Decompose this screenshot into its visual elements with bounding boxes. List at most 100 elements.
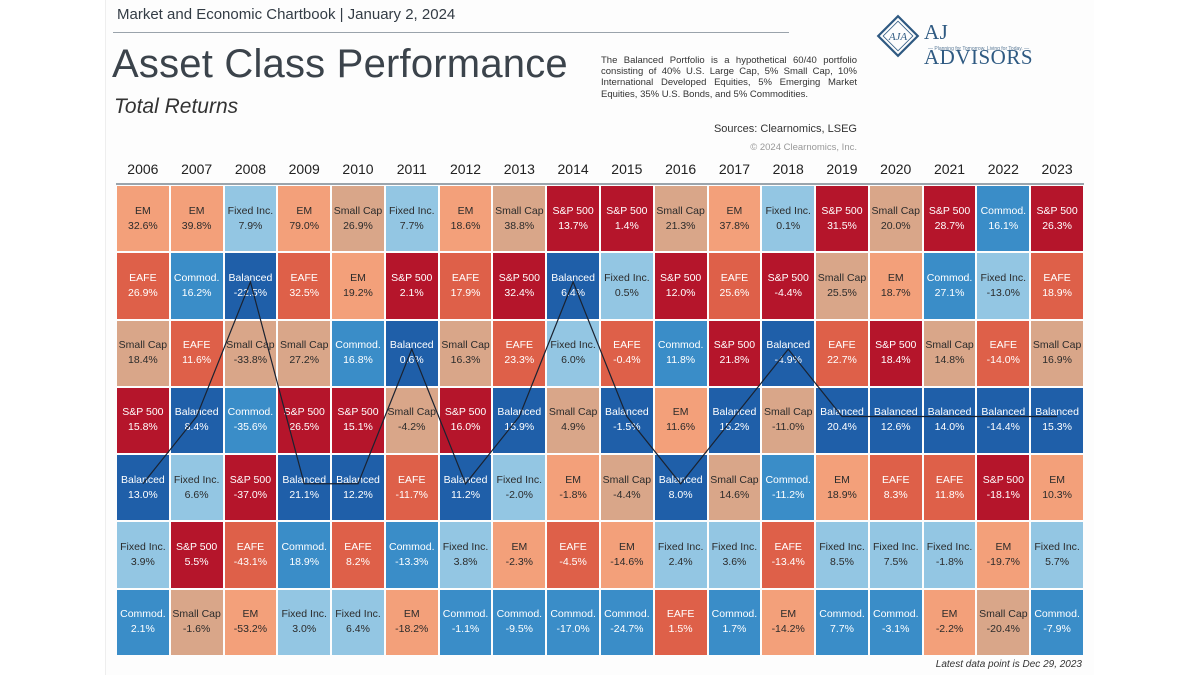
logo-monogram: AJA [888,31,908,43]
cell-return-value: 15.2% [719,421,750,434]
cell-asset-label: Balanced [981,406,1026,419]
cell-s-p-500-2022: S&P 500 -18.1% [977,455,1030,521]
cell-return-value: 16.8% [343,354,373,367]
cell-asset-label: Small Cap [656,204,705,217]
cell-asset-label: EAFE [666,608,695,621]
cell-asset-label: Small Cap [333,204,383,217]
cell-return-value: -1.8% [935,556,964,569]
cell-return-value: 1.5% [668,623,693,636]
cell-return-value: -43.1% [233,556,268,569]
cell-return-value: 16.0% [450,421,481,434]
cell-s-p-500-2010: S&P 500 15.1% [332,387,384,454]
year-header-row: 2006 2007 2008 2009 2010 2011 2012 2013 2014 2015… [116,161,1084,179]
cell-return-value: 1.4% [614,219,639,232]
cell-return-value: 8.4% [184,421,209,434]
cell-asset-label: Small Cap [548,406,598,419]
cell-return-value: -19.7% [986,556,1020,569]
cell-small-cap-2008: Small Cap -33.8% [224,320,277,386]
cell-return-value: 15.3% [1042,421,1072,434]
cell-asset-label: Small Cap [871,204,920,217]
cell-return-value: 26.5% [289,421,320,434]
cell-eafe-2009: EAFE 32.5% [278,253,331,319]
cell-commod-2021: Commod. 27.1% [923,253,976,319]
cell-asset-label: S&P 500 [498,271,540,284]
cell-s-p-500-2015: S&P 500 1.4% [601,186,653,252]
cell-asset-label: Balanced [443,473,488,486]
cell-return-value: -1.5% [613,421,641,434]
cell-asset-label: EAFE [398,473,426,486]
cell-asset-label: Balanced [336,473,380,486]
cell-small-cap-2006: Small Cap 18.4% [117,320,169,386]
cell-return-value: -3.1% [882,623,910,636]
cell-commod-2014: Commod. -17.0% [547,589,599,655]
cell-small-cap-2010: Small Cap 26.9% [332,186,384,252]
cell-small-cap-2021: Small Cap 14.8% [923,320,976,386]
cell-em-2023: EM 10.3% [1031,455,1083,521]
cell-em-2011: EM -18.2% [385,589,438,655]
cell-balanced-2009: Balanced 21.1% [278,455,331,521]
year-label: 2015 [611,161,643,177]
cell-return-value: 18.9% [289,556,320,569]
cell-asset-label: Small Cap [279,339,329,352]
cell-asset-label: Balanced [658,473,703,486]
cell-asset-label: Commod. [1034,608,1080,621]
cell-asset-label: EM [457,204,474,217]
cell-asset-label: Small Cap [495,204,544,217]
cell-em-2008: EM -53.2% [224,589,277,655]
cell-asset-label: EM [780,608,797,621]
cell-asset-label: Small Cap [118,339,168,352]
cell-return-value: -4.4% [774,286,802,299]
cell-balanced-2020: Balanced 12.6% [869,387,922,454]
cell-asset-label: Commod. [550,608,596,621]
cell-asset-label: EAFE [129,271,157,284]
cell-return-value: -20.4% [986,623,1020,636]
cell-balanced-2016: Balanced 8.0% [654,455,707,521]
cell-return-value: -17.0% [556,623,590,636]
cell-commod-2018: Commod. -11.2% [762,455,815,521]
cell-return-value: 18.4% [127,354,158,367]
cell-return-value: -4.9% [774,354,802,367]
cell-return-value: 15.9% [504,421,535,434]
cell-return-value: 32.5% [289,286,320,299]
cell-asset-label: Fixed Inc. [388,204,435,217]
cell-asset-label: EAFE [774,541,802,554]
cell-return-value: 18.9% [1042,286,1072,299]
balanced-portfolio-note: The Balanced Portfolio is a hypothetical… [601,55,857,100]
cell-asset-label: EM [135,204,151,217]
year-label: 2016 [665,161,697,177]
cell-return-value: 38.8% [504,219,535,232]
cell-asset-label: Balanced [282,473,327,486]
cell-eafe-2008: EAFE -43.1% [224,522,277,588]
cell-s-p-500-2007: S&P 500 5.5% [170,522,223,588]
cell-asset-label: EM [672,406,689,419]
cell-asset-label: Small Cap [817,271,867,284]
cell-return-value: -14.0% [986,354,1020,367]
cell-small-cap-2009: Small Cap 27.2% [278,320,331,386]
cell-em-2022: EM -19.7% [977,522,1030,588]
cell-return-value: 32.4% [504,286,535,299]
cell-em-2018: EM -14.2% [762,589,815,655]
cell-return-value: 16.2% [181,286,212,299]
cell-return-value: -0.4% [613,354,641,367]
cell-asset-label: S&P 500 [229,473,272,486]
cell-asset-label: S&P 500 [982,473,1024,486]
cell-return-value: 2.1% [399,286,424,299]
cell-return-value: -18.2% [395,623,429,636]
cell-s-p-500-2019: S&P 500 31.5% [816,186,868,252]
cell-asset-label: Commod. [335,339,381,352]
cell-asset-label: Fixed Inc. [442,541,489,554]
cell-asset-label: Balanced [766,339,811,352]
cell-return-value: -14.2% [771,623,805,636]
cell-fixed-inc-2006: Fixed Inc. 3.9% [117,522,169,588]
cell-asset-label: S&P 500 [552,204,594,217]
cell-return-value: 12.2% [343,488,373,501]
cell-asset-label: EAFE [451,271,480,284]
cell-commod-2020: Commod. -3.1% [869,589,922,655]
cell-balanced-2023: Balanced 15.3% [1031,387,1083,454]
page-edge-left [105,0,106,675]
cell-commod-2007: Commod. 16.2% [170,253,223,319]
cell-eafe-2010: EAFE 8.2% [332,522,384,588]
cell-fixed-inc-2019: Fixed Inc. 8.5% [816,522,868,588]
year-label: 2014 [557,161,589,177]
cell-asset-label: EM [834,473,850,486]
